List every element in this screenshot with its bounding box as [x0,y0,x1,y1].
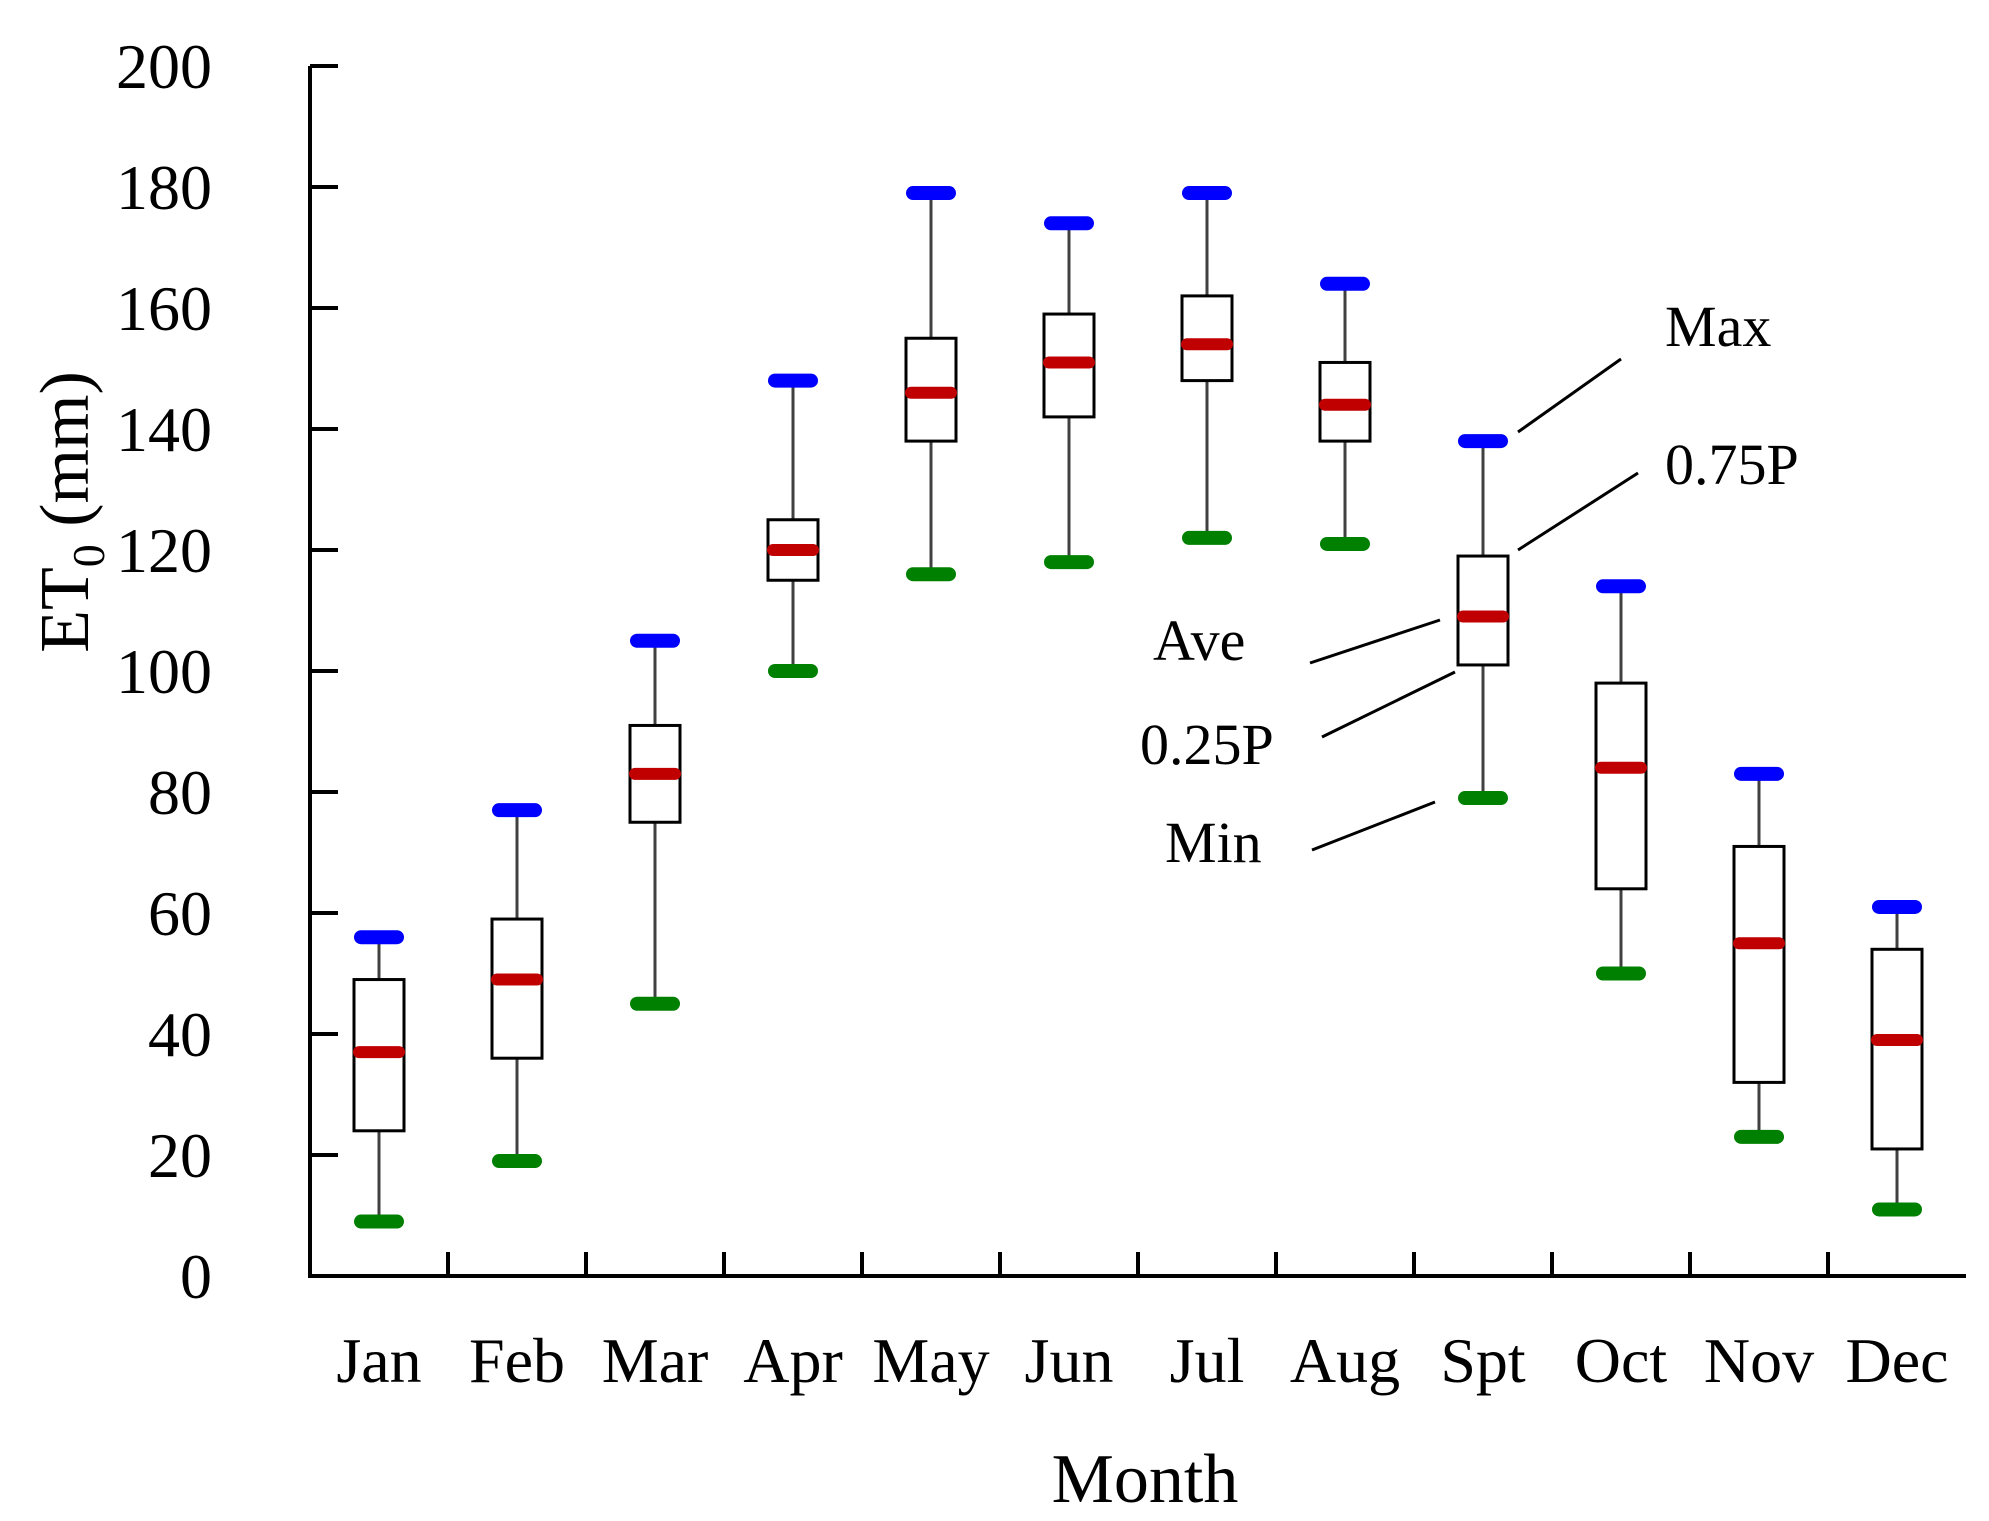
y-axis-title-unit: (mm) [27,371,104,544]
x-tick-label: Spt [1440,1325,1526,1396]
box-series [352,186,1924,1229]
box-spt [1456,434,1510,806]
box-mar [628,633,682,1011]
legend-min-leader [1311,800,1436,852]
box-jun [1042,216,1096,570]
y-axis-title: ET0 (mm) [27,371,114,653]
box-feb [490,803,544,1169]
y-tick-label: 40 [148,999,212,1070]
iqr-box [1732,844,1786,1084]
y-tick-label: 140 [116,394,212,465]
y-tick-label: 0 [180,1241,212,1312]
legend-p25-label: 0.25P [1140,712,1274,777]
y-tick-label: 120 [116,515,212,586]
y-tick-label: 200 [116,31,212,102]
x-tick-label: Apr [743,1325,843,1396]
x-tick-label: Oct [1575,1325,1668,1396]
iqr-box [1456,554,1510,667]
x-tick-label: May [872,1325,989,1396]
x-tick-label: Jul [1170,1325,1245,1396]
legend-p75-leader [1517,471,1639,552]
x-tick-label: Jan [336,1325,421,1396]
y-tick-label: 60 [148,878,212,949]
legend-ave-leader [1309,618,1441,665]
legend-max-leader [1517,357,1622,434]
box-aug [1318,276,1372,551]
legend-ave-label: Ave [1153,608,1245,673]
y-axis-title-sub: 0 [63,544,114,567]
iqr-box [490,917,544,1060]
y-axis-title-main: ET [27,567,104,653]
legend-max-label: Max [1665,294,1771,359]
legend-p75-label: 0.75P [1665,432,1799,497]
x-tick-label: Nov [1704,1325,1814,1396]
box-dec [1870,899,1924,1217]
x-tick-label: Jun [1025,1325,1114,1396]
y-axis-ticks: 0 20 40 60 80 100 120 140 160 180 200 [116,31,338,1312]
x-tick-label: Feb [469,1325,565,1396]
box-oct [1594,579,1648,981]
legend-min-label: Min [1165,810,1262,875]
y-tick-label: 180 [116,152,212,223]
iqr-box [1870,947,1924,1151]
x-axis-ticks: Jan Feb Mar Apr May Jun Jul Aug Spt Oct Nov Dec [336,1252,1949,1396]
x-axis-title: Month [1052,1441,1239,1518]
box-may [904,186,958,582]
box-apr [766,373,820,678]
iqr-box [1594,681,1648,891]
box-jul [1180,186,1234,545]
y-tick-label: 100 [116,636,212,707]
x-tick-label: Dec [1845,1325,1948,1396]
box-nov [1732,766,1786,1144]
box-jan [352,930,406,1229]
x-tick-label: Aug [1290,1325,1400,1396]
x-tick-label: Mar [602,1325,709,1396]
iqr-box [1180,294,1234,383]
y-tick-label: 160 [116,273,212,344]
y-tick-label: 20 [148,1120,212,1191]
legend-p25-leader [1321,670,1456,739]
y-tick-label: 80 [148,757,212,828]
legend-annotations: Max 0.75P Ave 0.25P Min [1140,294,1799,875]
